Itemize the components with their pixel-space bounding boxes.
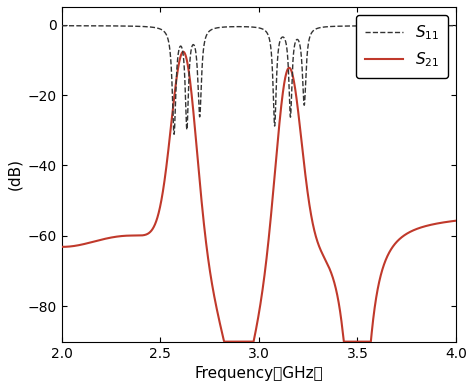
Legend: $S_{11}$, $S_{21}$: $S_{11}$, $S_{21}$: [356, 15, 448, 78]
$S_{21}$: [310, 219, 315, 224]
$S_{21}$: [453, 218, 459, 223]
$S_{21}$: [373, 301, 378, 306]
$S_{11}$: [171, 132, 177, 137]
$S_{11}$: [79, 23, 84, 28]
Line: $S_{21}$: $S_{21}$: [62, 52, 456, 342]
$S_{21}$: [201, 227, 207, 231]
X-axis label: Frequency（GHz）: Frequency（GHz）: [194, 366, 323, 381]
$S_{11}$: [59, 23, 64, 28]
$S_{21}$: [221, 340, 227, 344]
$S_{21}$: [59, 244, 64, 249]
Line: $S_{11}$: $S_{11}$: [62, 26, 456, 134]
$S_{11}$: [351, 24, 357, 28]
$S_{21}$: [351, 340, 357, 344]
$S_{11}$: [310, 29, 315, 34]
$S_{21}$: [292, 86, 298, 91]
$S_{11}$: [453, 23, 459, 28]
$S_{21}$: [79, 242, 84, 247]
$S_{11}$: [373, 24, 378, 28]
Y-axis label: (dB): (dB): [7, 158, 22, 190]
$S_{21}$: [181, 50, 186, 54]
$S_{11}$: [201, 40, 207, 45]
$S_{11}$: [292, 41, 298, 45]
